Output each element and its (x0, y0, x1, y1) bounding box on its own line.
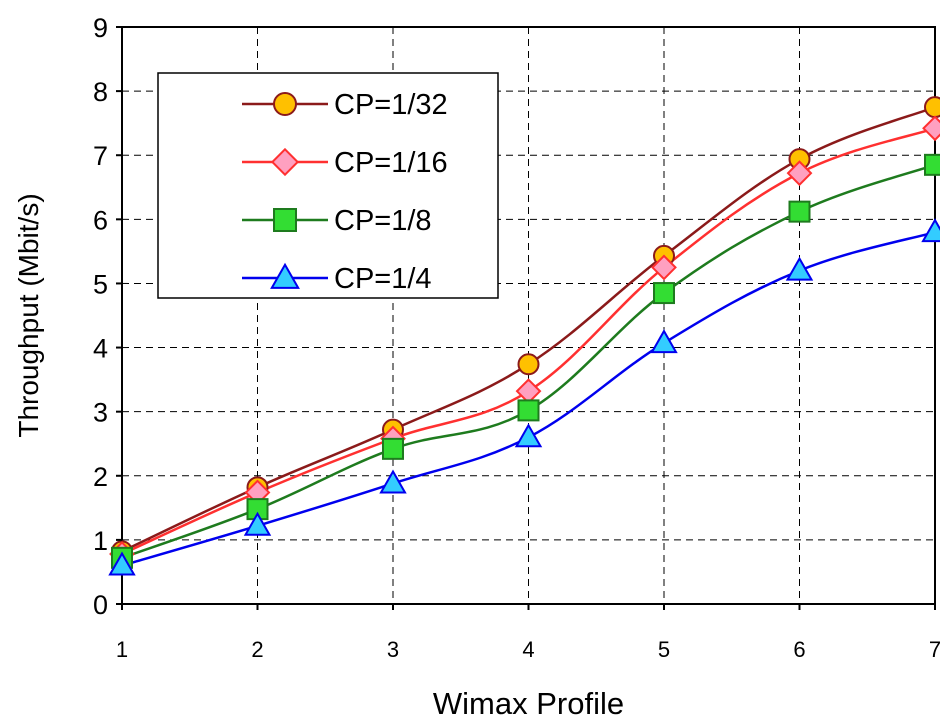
y-tick-label: 5 (93, 269, 108, 299)
x-tick-label: 7 (929, 637, 940, 662)
data-point-marker (382, 437, 404, 460)
x-tick-labels: 1 2 3 4 5 6 7 (116, 604, 940, 662)
legend-marker (270, 147, 300, 177)
y-tick-label: 9 (93, 13, 108, 43)
x-tick-label: 5 (658, 637, 670, 662)
data-point-marker (108, 551, 136, 576)
data-point-marker (650, 329, 678, 354)
data-point-marker (515, 378, 542, 405)
y-axis-title: Throughput (Mbit/s) (13, 193, 44, 437)
legend-label: CP=1/16 (334, 147, 448, 179)
data-point-marker (785, 256, 814, 281)
data-point-marker (924, 153, 940, 176)
y-tick-label: 3 (93, 398, 108, 428)
y-tick-label: 1 (93, 526, 108, 556)
y-tick-label: 4 (93, 334, 108, 364)
y-tick-label: 8 (93, 77, 108, 107)
legend-label: CP=1/8 (334, 205, 432, 237)
y-tick-label: 6 (93, 205, 108, 235)
legend: CP=1/32 CP=1/16 CP=1/8 CP=1/4 (157, 72, 499, 299)
data-point-marker (924, 96, 940, 119)
x-tick-label: 3 (387, 637, 399, 662)
legend-label: CP=1/32 (334, 89, 448, 121)
data-point-marker (517, 353, 540, 376)
legend-marker (273, 208, 297, 232)
legend-box (157, 72, 499, 299)
x-tick-label: 2 (251, 637, 263, 662)
data-point-marker (788, 200, 811, 223)
data-point-marker (514, 423, 543, 448)
data-point-marker (921, 218, 940, 243)
legend-marker (273, 92, 297, 116)
data-point-marker (653, 282, 675, 305)
y-tick-labels: 0 1 2 3 4 5 6 7 8 9 (93, 13, 122, 620)
data-point-marker (517, 399, 540, 422)
data-point-marker (651, 254, 677, 281)
legend-label: CP=1/4 (334, 263, 432, 295)
y-tick-label: 7 (93, 141, 108, 171)
y-tick-label: 0 (93, 590, 108, 620)
x-tick-label: 1 (116, 637, 128, 662)
y-tick-label: 2 (93, 462, 108, 492)
data-point-marker (786, 160, 813, 187)
x-axis-title: Wimax Profile (433, 686, 624, 721)
series-markers (108, 96, 940, 576)
x-tick-label: 4 (522, 637, 534, 662)
data-point-marker (379, 469, 407, 494)
data-point-marker (243, 511, 272, 536)
data-point-marker (922, 115, 940, 142)
x-tick-label: 6 (793, 637, 805, 662)
legend-marker (270, 262, 300, 289)
